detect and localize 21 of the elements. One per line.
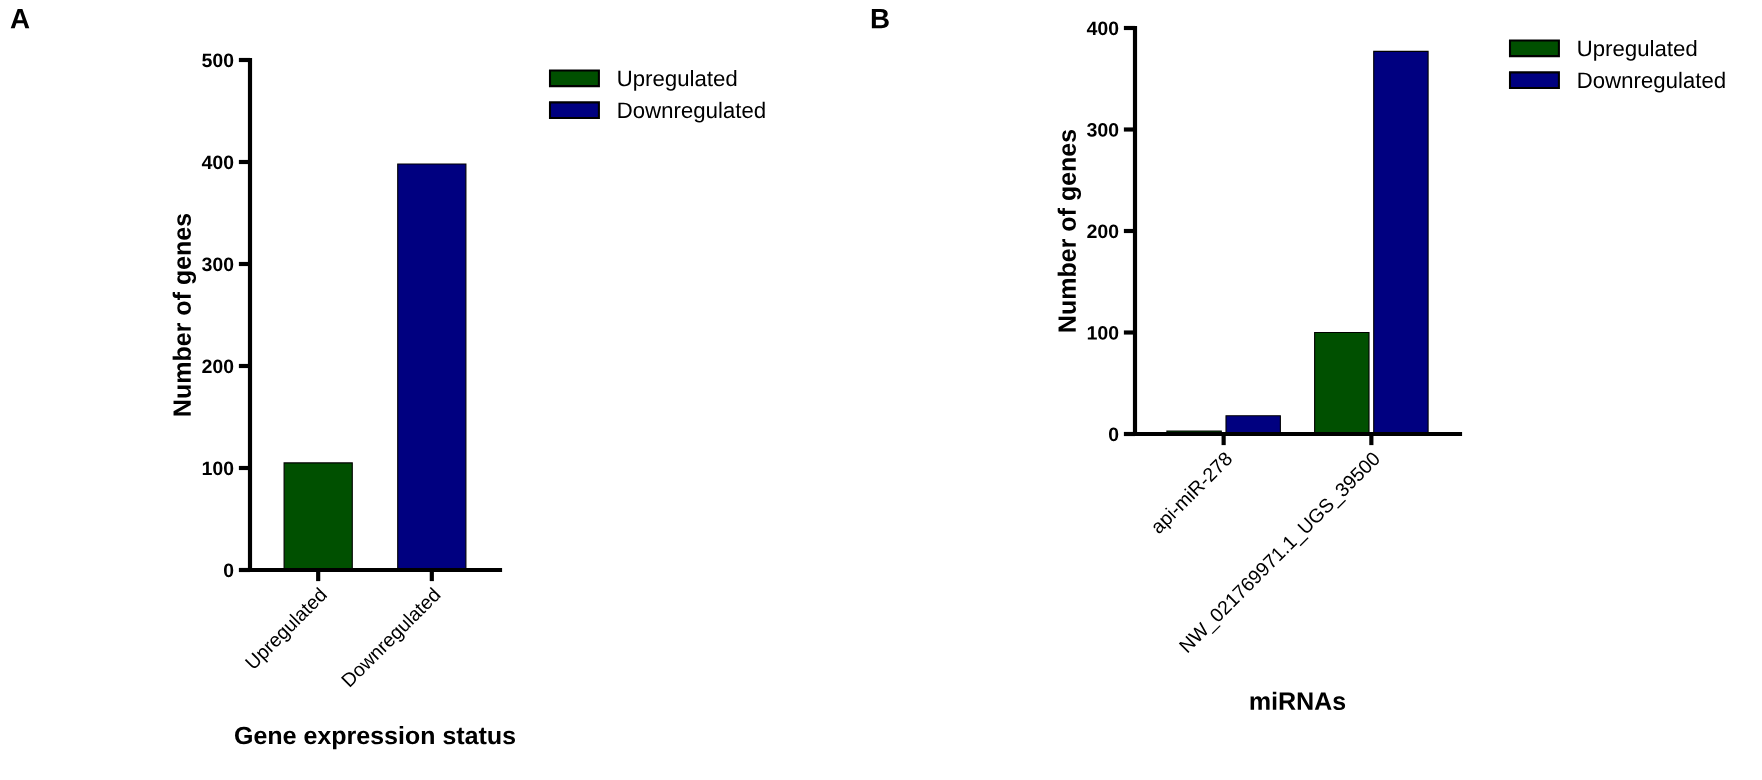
- y-tick-label: 100: [1087, 325, 1119, 340]
- x-axis-title: Gene expression status: [235, 725, 516, 750]
- text: A: [10, 9, 30, 29]
- text: B: [871, 9, 889, 29]
- y-tick-label: 200: [202, 359, 234, 374]
- y-tick-label: 100: [202, 461, 234, 476]
- legend-label: Upregulated: [618, 70, 737, 91]
- y-tick-label: 0: [1108, 427, 1119, 442]
- y-tick-label: 400: [1086, 21, 1119, 36]
- y-tick-label: 500: [202, 53, 234, 68]
- y-tick-label: 0: [223, 563, 234, 578]
- y-axis-title: Number of genes: [1057, 129, 1082, 332]
- legend-label: Upregulated: [1578, 40, 1697, 61]
- y-axis-title: Number of genes: [172, 213, 197, 416]
- y-tick-label: 300: [1087, 122, 1119, 137]
- legend-label: Downregulated: [1578, 71, 1725, 93]
- y-tick-label: 400: [201, 155, 234, 170]
- y-tick-label: 200: [1087, 224, 1119, 239]
- y-tick-label: 300: [202, 257, 234, 272]
- x-axis-title: miRNAs: [1250, 691, 1346, 711]
- legend-label: Downregulated: [618, 101, 765, 123]
